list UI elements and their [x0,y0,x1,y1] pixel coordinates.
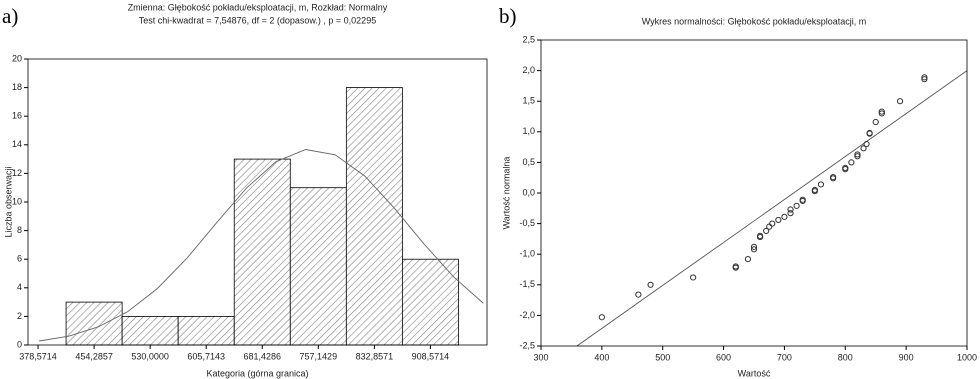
y-tick-label: 2,5 [522,34,535,44]
x-tick-label: 530,0000 [131,351,169,361]
y-tick-label: 1,5 [522,96,535,106]
bar [65,301,123,346]
x-tick-label: 832,8571 [356,351,394,361]
point [793,202,800,209]
x-tick-label: 400 [594,352,609,362]
point [921,74,928,81]
point [787,206,794,213]
point [817,181,825,188]
point [775,216,782,224]
point [854,153,861,160]
y-axis-label: Liczba obserwacji [3,166,13,237]
bar [177,315,235,346]
y-tick-label: 0 [17,339,22,349]
point [787,210,794,217]
point [635,291,642,298]
point [896,98,904,105]
point [842,164,849,172]
y-axis-label: Wartość normalna [501,157,511,230]
plot-frame [540,39,968,347]
normal-curve [39,149,484,342]
point [750,246,758,253]
y-tick-label: -2,5 [519,340,535,350]
point [763,227,770,235]
bar [233,158,291,346]
point [878,110,885,117]
point [854,151,861,158]
x-tick-label: 900 [899,352,914,362]
plot-frame [27,58,488,346]
point [744,255,752,263]
x-tick-label: 605,7143 [187,351,225,361]
reference-line [576,70,968,347]
y-tick-label: 2,0 [522,65,535,75]
point [732,263,739,270]
x-tick-label: 500 [655,352,670,362]
x-tick-label: 681,4286 [243,351,281,361]
point [921,76,928,83]
y-tick-label: 0,5 [522,157,535,167]
point [866,129,873,137]
y-tick-label: 8 [17,225,22,235]
point [756,232,764,239]
y-tick-label: 2 [17,311,22,321]
chart-title: Wykres normalności: Głębokość pokładu/ek… [642,16,867,26]
x-axis-label: Kategoria (górna granica) [206,368,308,378]
bar [401,258,459,346]
x-axis-label: Wartość [738,368,771,378]
point [830,173,837,181]
y-tick-label: -1,0 [519,249,535,259]
bar [289,187,347,346]
chart-subtitle: Test chi-kwadrat = 7,54876, df = 2 (dopa… [139,15,376,25]
point [647,281,654,288]
point [878,108,885,115]
y-tick-label: -0,5 [519,218,535,228]
x-tick-label: 757,1429 [300,351,338,361]
y-tick-label: 10 [12,196,22,206]
point [766,223,773,230]
x-tick-label: 454,2857 [75,351,113,361]
y-tick-label: 4 [17,282,22,292]
y-tick-label: 20 [12,53,22,63]
bar [345,87,403,346]
x-tick-label: 1000 [957,352,977,362]
point [872,118,879,126]
point [860,145,867,152]
y-tick-label: 0,0 [522,187,535,197]
panel-label: b) [499,4,517,28]
point [781,213,788,220]
chart-title: Zmienna: Głębokość pokładu/eksploatacji,… [128,2,388,12]
panel-label: a) [2,4,18,28]
y-tick-label: 6 [17,254,22,264]
x-tick-label: 700 [777,352,792,362]
point [690,274,697,281]
y-tick-label: 14 [12,139,22,149]
x-tick-label: 800 [838,352,853,362]
y-tick-label: 12 [12,168,22,178]
y-tick-label: 18 [12,82,22,92]
point [799,196,806,203]
point [863,140,870,148]
y-tick-label: 16 [12,111,22,121]
y-tick-label: -2,0 [519,310,535,320]
point [598,314,605,321]
point [769,220,776,227]
point [811,186,818,194]
x-tick-label: 378,5714 [19,351,57,361]
x-tick-label: 600 [716,352,731,362]
x-tick-label: 300 [533,352,548,362]
point [750,243,758,250]
y-tick-label: -1,5 [519,279,535,289]
y-tick-label: 1,0 [522,126,535,136]
point [848,159,855,166]
bar [121,315,179,346]
x-tick-label: 908,5714 [412,351,450,361]
